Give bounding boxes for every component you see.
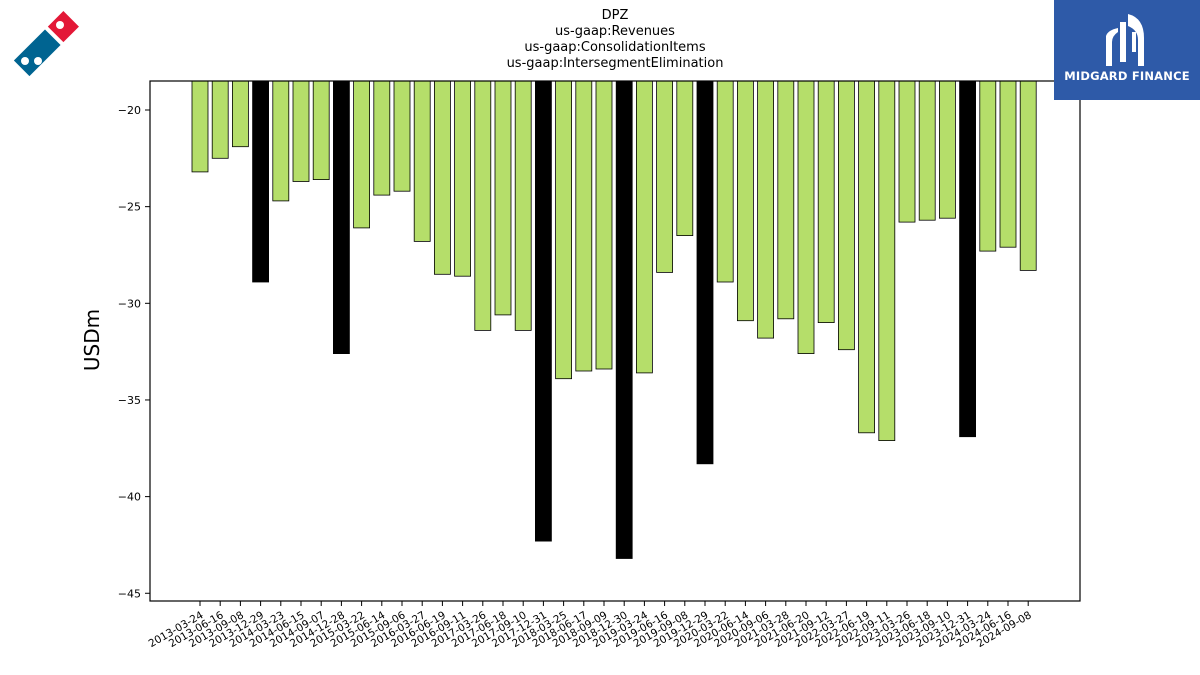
bar-2023-03-26 [898, 80, 916, 223]
y-axis: −20 −25 −30 −35 −40 −45 [118, 104, 150, 600]
y-tick-label: −25 [118, 201, 141, 214]
bar-2023-09-10 [939, 80, 956, 219]
x-axis: 2013-03-242013-06-162013-09-082013-12-29… [147, 601, 1034, 650]
y-tick-label: −45 [118, 587, 141, 600]
plot-frame [149, 80, 1081, 602]
bar-2013-03-24 [191, 80, 209, 173]
bar-2018-06-17 [575, 80, 593, 372]
bar-2016-06-19 [433, 80, 451, 275]
bar-2016-03-27 [413, 80, 431, 242]
bar-2018-03-25 [555, 80, 572, 380]
bar-2022-03-27 [838, 80, 855, 351]
bar-2018-09-09 [595, 80, 613, 370]
y-tick-label: −40 [118, 491, 141, 504]
bar-2019-06-16 [656, 80, 673, 273]
bar-2017-06-18 [494, 80, 512, 316]
bar-2015-09-06 [393, 80, 411, 192]
bar-2014-09-07 [312, 80, 330, 180]
bar-2019-12-29 [696, 80, 714, 465]
bar-2015-06-14 [373, 80, 391, 196]
bar-2021-03-28 [777, 80, 795, 320]
bar-2016-09-11 [454, 80, 472, 277]
brand-name: MIDGARD FINANCE [1064, 69, 1190, 83]
bar-2023-12-31 [959, 80, 976, 438]
bar-2024-09-08 [1019, 80, 1037, 271]
dominos-logo-icon [11, 8, 82, 79]
midgard-logo-icon [1106, 14, 1144, 66]
bar-2015-03-22 [353, 80, 371, 229]
bar-2022-09-11 [878, 80, 896, 442]
bar-2017-03-26 [474, 80, 492, 331]
bar-2018-12-30 [615, 80, 633, 559]
bar-2023-06-18 [918, 80, 936, 221]
bar-2024-06-16 [999, 80, 1017, 248]
bar-2020-03-22 [716, 80, 734, 283]
bar-2014-03-23 [272, 80, 290, 202]
bar-2014-06-15 [292, 80, 310, 182]
bar-2013-12-29 [252, 80, 270, 283]
bar-2017-09-10 [514, 80, 532, 331]
bar-2017-12-31 [535, 80, 552, 542]
bar-2022-06-19 [858, 80, 875, 434]
bar-2020-06-14 [737, 80, 754, 322]
bar-2013-09-08 [231, 80, 249, 148]
y-tick-label: −20 [118, 104, 141, 117]
chart-title-line-1: DPZ [601, 8, 629, 23]
bars-group [191, 80, 1037, 559]
bar-2014-12-28 [332, 80, 350, 355]
brand-logo: MIDGARD FINANCE [1054, 0, 1200, 100]
bar-2019-09-08 [676, 80, 694, 237]
bar-2020-09-06 [757, 80, 774, 339]
bar-2013-06-16 [211, 80, 229, 159]
chart-title-line-4: us-gaap:IntersegmentElimination [506, 56, 724, 71]
chart-title-line-3: us-gaap:ConsolidationItems [524, 40, 706, 55]
bar-2021-06-20 [797, 80, 815, 355]
y-tick-label: −35 [118, 394, 141, 407]
bar-2019-03-24 [636, 80, 653, 374]
bar-2021-09-12 [817, 80, 835, 324]
chart-title-line-2: us-gaap:Revenues [555, 24, 675, 39]
bar-2024-03-24 [979, 80, 997, 252]
y-tick-label: −30 [118, 297, 141, 310]
